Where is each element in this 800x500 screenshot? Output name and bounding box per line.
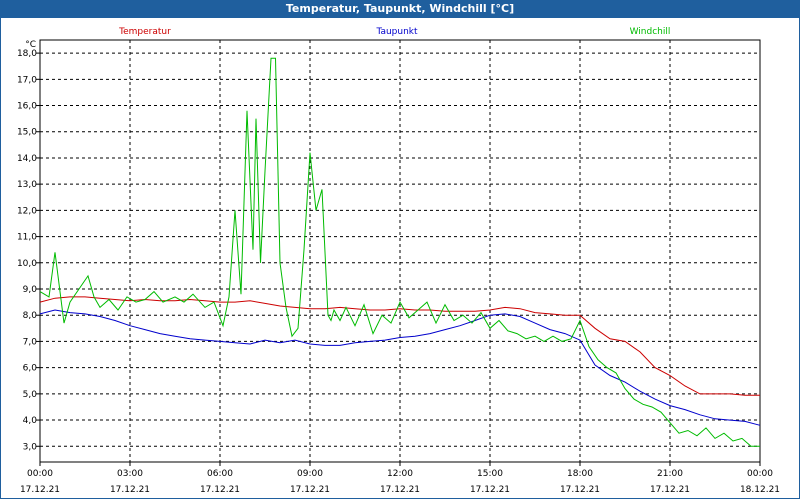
legend-label-temperatur: Temperatur bbox=[118, 27, 171, 37]
x-tick-date-label: 17.12.21 bbox=[560, 485, 600, 495]
series-line-temperatur bbox=[39, 296, 760, 396]
y-tick-label: 3,0 bbox=[23, 442, 38, 452]
y-tick-label: 7,0 bbox=[23, 337, 38, 347]
x-tick-time-label: 12:00 bbox=[387, 469, 413, 479]
tick-labels: 3,0 4,0 5,0 6,0 7,0 8,0 9,0 10,0 11,0 12,0 13,0 14,… bbox=[17, 40, 780, 495]
legend-label-taupunkt: Taupunkt bbox=[375, 27, 418, 37]
y-tick-label: 15,0 bbox=[17, 128, 37, 138]
plot-area-border bbox=[39, 39, 761, 463]
x-tick-date-label: 17.12.21 bbox=[200, 485, 240, 495]
axes bbox=[36, 39, 761, 466]
legend-label-windchill: Windchill bbox=[630, 27, 671, 37]
y-tick-label: 8,0 bbox=[23, 311, 38, 321]
y-tick-label: 6,0 bbox=[23, 364, 38, 374]
x-tick-date-label: 17.12.21 bbox=[380, 485, 420, 495]
x-tick-date-label: 17.12.21 bbox=[110, 485, 150, 495]
series-line-windchill bbox=[39, 57, 760, 447]
y-tick-label: 4,0 bbox=[23, 416, 38, 426]
x-tick-time-label: 09:00 bbox=[297, 469, 323, 479]
y-tick-label: 13,0 bbox=[17, 180, 37, 190]
x-tick-time-label: 21:00 bbox=[657, 469, 683, 479]
grid-lines bbox=[40, 40, 760, 462]
y-tick-label: 5,0 bbox=[23, 390, 38, 400]
legend: Temperatur Taupunkt Windchill bbox=[118, 27, 670, 37]
y-tick-label: 14,0 bbox=[17, 154, 37, 164]
series-lines bbox=[39, 57, 761, 447]
y-tick-label: 9,0 bbox=[23, 285, 38, 295]
x-tick-date-label: 18.12.21 bbox=[740, 485, 780, 495]
y-tick-label: 18,0 bbox=[17, 49, 37, 59]
y-tick-label: 11,0 bbox=[17, 233, 37, 243]
y-tick-label: 17,0 bbox=[17, 75, 37, 85]
series-line-taupunkt bbox=[39, 309, 761, 426]
x-tick-time-label: 15:00 bbox=[477, 469, 503, 479]
chart-title: Temperatur, Taupunkt, Windchill [°C] bbox=[0, 0, 800, 18]
x-tick-time-label: 06:00 bbox=[207, 469, 233, 479]
x-tick-time-label: 00:00 bbox=[747, 469, 773, 479]
x-tick-date-label: 17.12.21 bbox=[650, 485, 690, 495]
x-tick-time-label: 03:00 bbox=[117, 469, 143, 479]
y-tick-label: 12,0 bbox=[17, 206, 37, 216]
y-axis-unit-label: °C bbox=[25, 40, 36, 50]
x-tick-date-label: 17.12.21 bbox=[470, 485, 510, 495]
x-tick-time-label: 00:00 bbox=[27, 469, 53, 479]
x-tick-date-label: 17.12.21 bbox=[290, 485, 330, 495]
x-tick-date-label: 17.12.21 bbox=[20, 485, 60, 495]
x-tick-time-label: 18:00 bbox=[567, 469, 593, 479]
y-tick-label: 16,0 bbox=[17, 102, 37, 112]
y-tick-label: 10,0 bbox=[17, 259, 37, 269]
